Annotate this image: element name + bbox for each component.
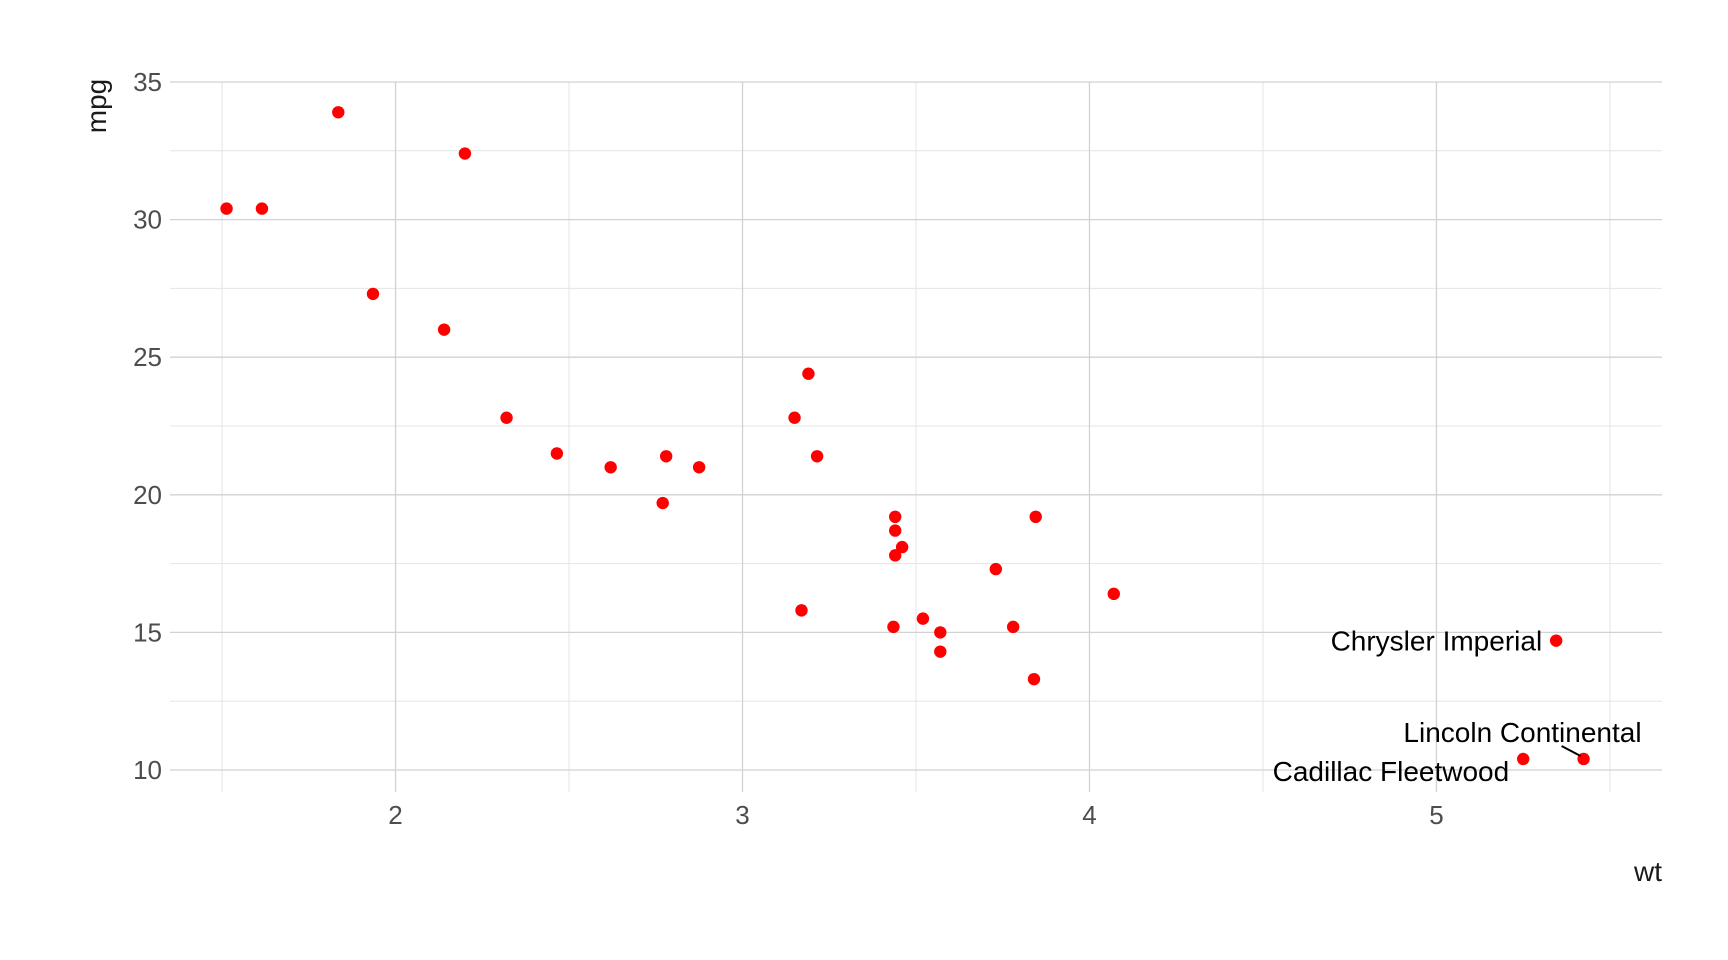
data-point	[1549, 634, 1563, 647]
data-point	[604, 461, 617, 474]
x-axis-ticks: 2 3 4 5	[388, 800, 1443, 830]
data-point	[887, 620, 900, 634]
data-point	[1006, 620, 1020, 634]
y-tick-label: 35	[133, 67, 162, 97]
data-point	[437, 323, 451, 336]
data-point	[795, 604, 808, 617]
annotation-leader-line	[1561, 745, 1582, 757]
point-annotation: Chrysler Imperial	[1331, 626, 1543, 657]
data-point	[656, 496, 669, 510]
x-tick-label: 3	[735, 800, 749, 830]
data-point	[1029, 510, 1042, 524]
data-point	[810, 450, 824, 463]
point-annotation: Cadillac Fleetwood	[1273, 756, 1510, 787]
data-point	[500, 411, 513, 424]
point-annotations: Chrysler Imperial Lincoln Continental Cadi…	[1273, 626, 1642, 787]
data-point	[458, 147, 472, 160]
data-points	[220, 106, 1590, 766]
data-point	[895, 540, 909, 554]
data-point	[802, 367, 815, 380]
data-point	[888, 524, 902, 537]
x-tick-label: 5	[1429, 800, 1443, 830]
x-axis-title: wt	[1633, 856, 1662, 887]
data-point	[1027, 672, 1041, 686]
grid	[170, 81, 1662, 792]
data-point	[332, 106, 345, 119]
data-point	[366, 287, 380, 301]
data-point	[934, 645, 947, 658]
y-axis-ticks: 10 15 20 25 30 35	[133, 67, 162, 785]
data-point	[888, 510, 902, 524]
data-point	[255, 202, 269, 215]
data-point	[692, 461, 706, 474]
point-annotation: Lincoln Continental	[1403, 717, 1641, 748]
y-axis-title: mpg	[81, 79, 112, 133]
y-tick-label: 30	[133, 205, 162, 235]
data-point	[916, 612, 930, 625]
x-tick-label: 4	[1082, 800, 1096, 830]
y-tick-label: 25	[133, 342, 162, 372]
data-point	[659, 450, 673, 463]
data-point	[888, 549, 902, 562]
data-point	[220, 202, 233, 215]
data-point	[1517, 752, 1530, 766]
y-tick-label: 20	[133, 480, 162, 510]
data-point	[989, 562, 1003, 576]
data-point	[934, 626, 947, 639]
x-tick-label: 2	[388, 800, 402, 830]
data-point	[1107, 587, 1120, 601]
y-tick-label: 15	[133, 617, 162, 647]
data-point	[550, 447, 564, 460]
y-tick-label: 10	[133, 755, 162, 785]
data-point	[788, 411, 801, 424]
